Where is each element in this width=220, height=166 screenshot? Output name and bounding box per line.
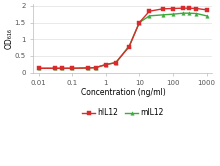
hIL12 [195, 7, 198, 9]
hIL12 [138, 22, 141, 24]
hIL12 [161, 8, 164, 10]
mIL12 [71, 67, 73, 69]
hIL12 [205, 9, 208, 11]
mIL12 [87, 67, 90, 69]
Legend: hIL12, mIL12: hIL12, mIL12 [79, 105, 167, 120]
mIL12 [37, 67, 40, 69]
mIL12 [61, 67, 63, 69]
mIL12 [182, 12, 184, 14]
hIL12 [148, 10, 151, 12]
mIL12 [94, 67, 97, 69]
hIL12 [37, 67, 40, 69]
hIL12 [188, 7, 190, 9]
hIL12 [61, 67, 63, 69]
mIL12 [53, 67, 56, 69]
hIL12 [128, 46, 130, 48]
hIL12 [71, 67, 73, 69]
mIL12 [195, 12, 198, 14]
hIL12 [87, 67, 90, 69]
hIL12 [94, 67, 97, 69]
mIL12 [138, 22, 141, 24]
hIL12 [115, 62, 117, 64]
mIL12 [205, 15, 208, 17]
mIL12 [172, 13, 174, 15]
mIL12 [115, 62, 117, 64]
mIL12 [188, 12, 190, 14]
mIL12 [161, 14, 164, 16]
hIL12 [104, 64, 107, 66]
mIL12 [128, 45, 130, 47]
Line: mIL12: mIL12 [37, 11, 208, 70]
hIL12 [53, 67, 56, 69]
mIL12 [104, 64, 107, 66]
hIL12 [172, 7, 174, 9]
X-axis label: Concentration (ng/ml): Concentration (ng/ml) [81, 88, 165, 97]
Line: hIL12: hIL12 [37, 6, 208, 70]
Y-axis label: OD₆₁₆: OD₆₁₆ [4, 28, 13, 49]
mIL12 [148, 15, 151, 17]
hIL12 [182, 7, 184, 9]
